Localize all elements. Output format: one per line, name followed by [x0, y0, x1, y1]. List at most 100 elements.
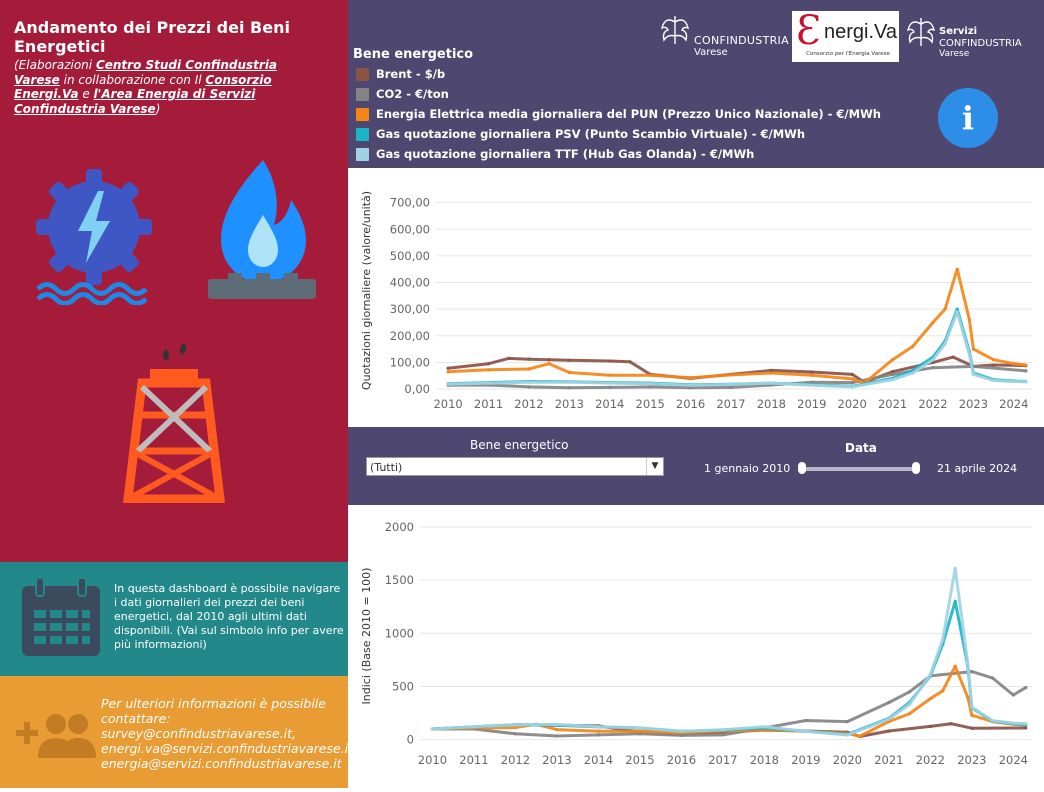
- legend-swatch: [356, 107, 369, 121]
- y-axis-label: Quotazioni giornaliere (valore/unità): [360, 191, 373, 390]
- slider-end-handle[interactable]: [912, 462, 920, 474]
- data-point: [547, 362, 551, 366]
- data-point: [638, 726, 642, 730]
- x-tick-label: 2021: [878, 397, 907, 411]
- legend-item[interactable]: Energia Elettrica media giornaliera del …: [356, 106, 881, 122]
- data-point: [850, 381, 854, 385]
- y-tick-label: 1500: [385, 573, 414, 587]
- data-point: [486, 368, 491, 372]
- data-point: [486, 381, 491, 385]
- x-tick-label: 2010: [418, 753, 447, 767]
- oil-rig-icon: [122, 343, 226, 503]
- data-point: [970, 705, 974, 709]
- data-point: [966, 661, 970, 665]
- x-tick-label: 2018: [750, 753, 779, 767]
- x-tick-label: 2017: [716, 397, 745, 411]
- data-point: [810, 370, 814, 374]
- info-text: In questa dashboard è possibile navigare…: [114, 582, 344, 651]
- data-point: [608, 359, 612, 363]
- info-button[interactable]: i: [938, 88, 998, 148]
- x-tick-label: 2013: [542, 753, 571, 767]
- legend-item[interactable]: CO2 - €/ton: [356, 86, 449, 102]
- data-point: [1012, 362, 1016, 366]
- link-centro-studi[interactable]: Centro Studi Confindustria Varese: [14, 58, 278, 87]
- hydroelectric-icon: [36, 169, 152, 305]
- add-contact-icon: [16, 714, 96, 758]
- data-point: [688, 383, 693, 387]
- data-point: [596, 729, 601, 733]
- data-point: [850, 377, 854, 381]
- data-point: [567, 358, 571, 362]
- x-tick-label: 2022: [916, 753, 945, 767]
- chevron-down-icon[interactable]: ▼: [646, 458, 663, 475]
- data-point: [769, 368, 773, 372]
- data-point: [953, 599, 957, 604]
- date-start-label: 1 gennaio 2010: [704, 462, 791, 475]
- data-point: [486, 362, 491, 366]
- page-title: Andamento dei Prezzi dei Beni Energetici: [14, 18, 290, 56]
- data-point: [928, 673, 932, 677]
- email-survey[interactable]: survey@confindustriavarese.it,: [101, 726, 296, 741]
- subtitle-text-4: ): [155, 101, 161, 116]
- data-point: [769, 381, 773, 385]
- data-point: [648, 382, 652, 386]
- energiva-logo: Ɛ nergi.Va Consorzio per l'Energia Vares…: [792, 9, 899, 62]
- data-point: [430, 727, 435, 731]
- legend-item[interactable]: Gas quotazione giornaliera PSV (Punto Sc…: [356, 126, 805, 142]
- x-tick-label: 2015: [625, 753, 654, 767]
- x-tick-label: 2016: [667, 753, 696, 767]
- data-point: [966, 695, 970, 699]
- email-energia[interactable]: energia@servizi.confindustriavarese.it: [101, 756, 342, 771]
- x-tick-label: 2023: [959, 397, 988, 411]
- confindustria-logo-sub: Varese: [694, 47, 728, 58]
- link-consorzio-energiva[interactable]: Consorzio Energi.Va: [14, 72, 272, 102]
- y-tick-label: 400,00: [390, 276, 430, 290]
- data-point: [970, 726, 974, 730]
- x-tick-label: 2020: [833, 753, 862, 767]
- x-tick-label: 2013: [555, 397, 584, 411]
- data-point: [890, 378, 895, 382]
- prices-chart-svg: 0,00 100,00 200,00 300,00 400,00 500,00 600,00…: [360, 191, 1032, 411]
- legend-item[interactable]: Brent - $/b: [356, 66, 445, 82]
- legend-swatch: [356, 147, 369, 161]
- data-point: [527, 380, 531, 384]
- servizi-logo-text-3: Varese: [939, 49, 970, 59]
- data-point: [951, 355, 955, 359]
- data-point: [804, 718, 808, 723]
- bene-filter-select[interactable]: (Tutti) ▼: [366, 457, 664, 476]
- x-tick-label: 2012: [501, 753, 530, 767]
- link-area-energia[interactable]: l'Area Energia di Servizi Confindustria …: [14, 87, 256, 116]
- data-point: [941, 637, 945, 641]
- data-point: [638, 732, 642, 736]
- y-tick-label: 500,00: [390, 249, 430, 263]
- legend-item[interactable]: Gas quotazione giornaliera TTF (Hub Gas …: [356, 146, 754, 162]
- data-point: [990, 676, 995, 680]
- contact-panel: Per ulteriori informazioni è possibile c…: [0, 676, 357, 788]
- series-line: [432, 599, 1026, 736]
- date-range-slider[interactable]: [800, 467, 918, 471]
- subtitle: (Elaborazioni Centro Studi Confindustria…: [14, 58, 324, 116]
- data-point: [953, 664, 957, 668]
- x-tick-label: 2017: [708, 753, 737, 767]
- x-tick-label: 2014: [595, 397, 624, 411]
- data-point: [555, 727, 559, 732]
- index-chart: 0 500 1000 1500 2000 2010 2011 2012 2013 2014 2015…: [348, 505, 1044, 788]
- filter-panel: Bene energetico (Tutti) ▼ Data 1 gennaio…: [348, 427, 1044, 505]
- data-point: [908, 712, 912, 716]
- legend-label: Gas quotazione giornaliera TTF (Hub Gas …: [376, 147, 755, 161]
- email-energiva[interactable]: energi.va@servizi.confindustriavarese.it…: [101, 741, 357, 756]
- data-point: [555, 734, 559, 738]
- data-point: [769, 371, 773, 375]
- slider-start-handle[interactable]: [798, 462, 806, 474]
- data-point: [890, 370, 895, 374]
- data-point: [567, 386, 571, 390]
- y-tick-label: 200,00: [390, 329, 430, 343]
- data-point: [513, 725, 518, 730]
- y-axis-label: Indici (Base 2010 = 100): [360, 568, 373, 705]
- data-point: [845, 733, 849, 737]
- data-point: [845, 720, 849, 724]
- data-point: [810, 380, 814, 384]
- data-point: [931, 358, 935, 362]
- data-point: [949, 722, 953, 726]
- data-point: [911, 371, 915, 375]
